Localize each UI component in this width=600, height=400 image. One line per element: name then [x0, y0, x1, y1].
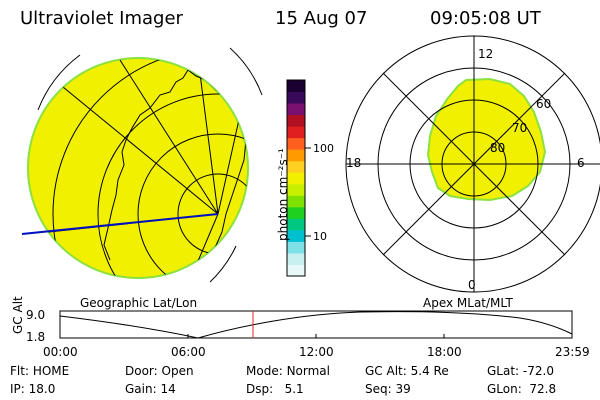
terminator-line — [21, 213, 219, 235]
mlat-label-80: 80 — [490, 141, 506, 155]
status-seq: Seq: 39 — [365, 382, 411, 396]
colorbar-segment — [287, 149, 305, 162]
date-label: 15 Aug 07 — [275, 8, 368, 29]
polar-plot — [345, 35, 600, 293]
colorbar-segment — [287, 160, 305, 173]
instrument-title: Ultraviolet Imager — [20, 8, 183, 29]
colorbar-segment — [287, 229, 305, 242]
mlt-label-6: 6 — [577, 156, 585, 170]
altitude-ytick-min: 1.8 — [26, 330, 46, 344]
altitude-xtick: 12:00 — [299, 345, 334, 359]
auroral-oval — [426, 77, 547, 202]
time-label: 09:05:08 UT — [430, 8, 541, 29]
mlt-label-12: 12 — [478, 47, 494, 61]
geographic-map — [21, 47, 263, 283]
mlat-label-60: 60 — [536, 97, 552, 111]
coastline — [103, 69, 189, 261]
colorbar-segment — [287, 126, 305, 139]
colorbar-segment — [287, 137, 305, 150]
altitude-xtick: 00:00 — [43, 345, 78, 359]
colorbar-unit-label: photon cm⁻²s⁻¹ — [276, 148, 290, 241]
altitude-plot — [59, 310, 573, 339]
colorbar-segment — [287, 218, 305, 231]
colorbar-segment — [287, 264, 305, 277]
colorbar-segment — [287, 114, 305, 127]
colorbar-segment — [287, 91, 305, 104]
mlat-label-70: 70 — [512, 121, 528, 135]
left-image-disk — [27, 57, 249, 279]
colorbar-segment — [287, 252, 305, 265]
colorbar-tick-10: 10 — [313, 230, 327, 243]
altitude-xtick: 18:00 — [427, 345, 462, 359]
status-glat: GLat: -72.0 — [487, 364, 554, 378]
status-glon: GLon: 72.8 — [487, 382, 557, 396]
status-gc-alt: GC Alt: 5.4 Re — [365, 364, 449, 378]
status-door: Door: Open — [125, 364, 194, 378]
mlt-label-0: 0 — [468, 278, 476, 292]
colorbar-segment — [287, 80, 305, 93]
altitude-ylabel: GC Alt — [11, 296, 25, 334]
altitude-xtick: 23:59 — [555, 345, 590, 359]
altitude-ytick-max: 9.0 — [26, 308, 46, 322]
colorbar-segment — [287, 103, 305, 116]
status-mode: Mode: Normal — [246, 364, 330, 378]
status-dsp: Dsp: 5.1 — [246, 382, 304, 396]
altitude-curve — [59, 311, 573, 339]
status-flight: Flt: HOME — [10, 364, 70, 378]
right-panel-caption: Apex MLat/MLT — [423, 296, 513, 310]
status-ip: IP: 18.0 — [10, 382, 56, 396]
left-panel-caption: Geographic Lat/Lon — [80, 296, 198, 310]
colorbar — [286, 79, 311, 277]
mlt-label-18: 18 — [346, 156, 362, 170]
colorbar-segment — [287, 172, 305, 185]
colorbar-tick-100: 100 — [313, 142, 334, 155]
colorbar-segment — [287, 183, 305, 196]
colorbar-segment — [287, 195, 305, 208]
colorbar-segment — [287, 241, 305, 254]
altitude-xtick: 06:00 — [171, 345, 206, 359]
status-gain: Gain: 14 — [125, 382, 176, 396]
colorbar-segment — [287, 206, 305, 219]
